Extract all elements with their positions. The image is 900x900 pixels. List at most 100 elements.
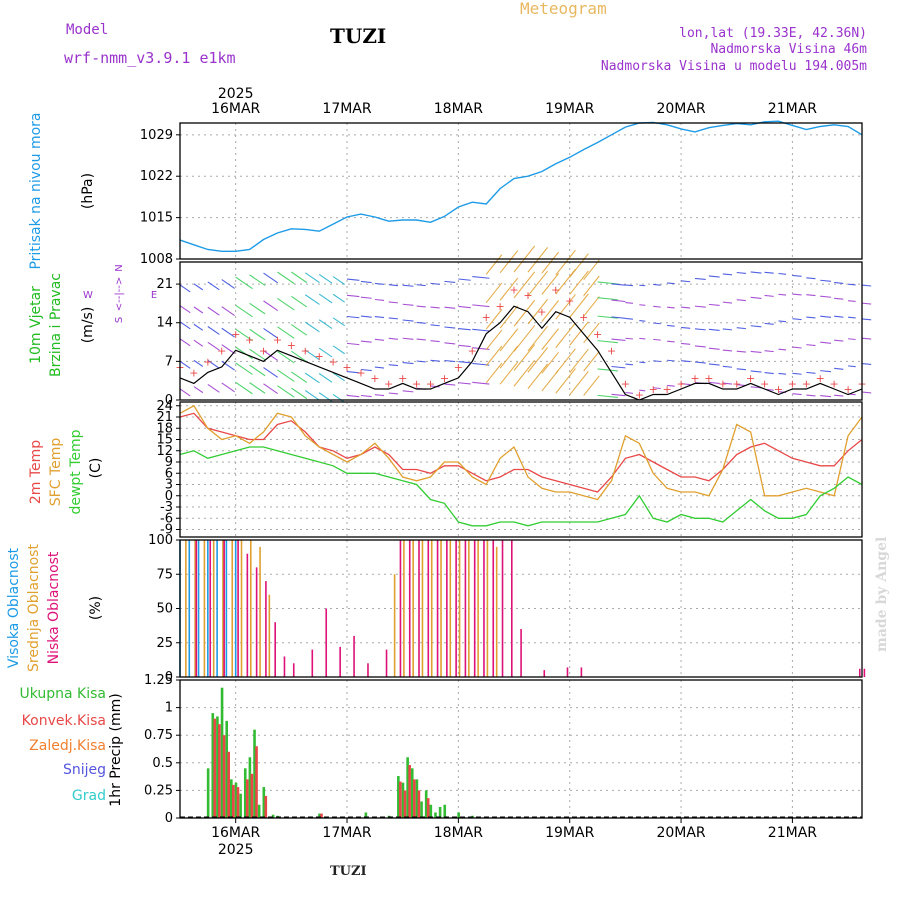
- wind-arrow: [722, 365, 733, 368]
- y-tick-label: 1.25: [144, 673, 173, 688]
- wind-arrow: [611, 393, 626, 397]
- wind-arrow: [193, 306, 204, 314]
- precip-ylabel: 1hr Precip (mm): [108, 693, 124, 806]
- wind-arrow: [722, 382, 733, 385]
- wind-arrow: [861, 318, 872, 321]
- precip-bar: [234, 782, 238, 818]
- wind-arrow: [444, 383, 456, 386]
- wind-arrow: [834, 297, 844, 300]
- wind-arrow: [207, 281, 220, 291]
- precip-bar: [412, 779, 416, 818]
- cloud-ylabel: (%): [88, 596, 104, 620]
- precip-bar: [271, 814, 275, 818]
- panel-frame-pressure: [179, 122, 863, 260]
- wind-arrow: [694, 277, 706, 281]
- wind-gust-mark: +: [551, 284, 560, 297]
- temp-line-0: [179, 412, 863, 493]
- wind-arrow: [499, 305, 519, 329]
- precip-bar: [227, 751, 230, 818]
- wind-arrow: [235, 381, 253, 395]
- y-tick-label: 1029: [140, 128, 173, 143]
- wind-arrow: [722, 328, 733, 331]
- wind-arrow: [555, 368, 576, 394]
- wind-arrow: [667, 340, 675, 343]
- precip-legend-1: Konvek.Kisa: [22, 713, 106, 729]
- precip-bar: [417, 790, 421, 818]
- wind-arrow: [806, 316, 816, 319]
- x-tick-label-bottom: 16MAR: [211, 825, 260, 841]
- wind-gust-mark: +: [398, 372, 407, 385]
- temp-dewpt-label: dewpt Temp: [68, 429, 84, 514]
- wind-arrow: [374, 366, 385, 369]
- wind-arrow: [541, 300, 559, 322]
- year-label-top: 2025: [218, 86, 254, 102]
- wind-arrow: [360, 296, 372, 299]
- wind-arrow: [235, 362, 253, 375]
- wind-arrow: [834, 367, 844, 370]
- x-tick-label-top: 17MAR: [322, 101, 371, 117]
- panel-frame-wind: [179, 261, 863, 401]
- wind-arrow: [541, 273, 559, 295]
- wind-arrow: [277, 326, 295, 339]
- precip-bar: [206, 768, 210, 818]
- wind-arrow: [332, 293, 345, 303]
- precip-legend-3: Snijeg: [63, 762, 106, 778]
- wind-arrow: [625, 337, 634, 340]
- precip-bar: [429, 804, 433, 818]
- wind-arrow: [458, 382, 471, 385]
- wind-arrow: [249, 328, 266, 341]
- wind-arrow: [792, 372, 802, 375]
- wind-arrow: [221, 306, 235, 316]
- wind-gust-mark: +: [676, 377, 685, 390]
- pressure-line: [179, 120, 863, 253]
- precip-bar: [239, 793, 242, 818]
- y-tick-label: 6: [165, 466, 173, 481]
- wind-arrow: [611, 365, 626, 369]
- wind-arrow: [249, 382, 266, 394]
- wind-gust-mark: +: [565, 295, 574, 308]
- wind-arrow: [207, 383, 220, 393]
- wind-arrow: [792, 346, 802, 349]
- x-tick-label-top: 20MAR: [656, 101, 705, 117]
- wind-arrow: [360, 315, 372, 318]
- wind-arrow: [792, 274, 802, 277]
- wind-arrow: [834, 281, 844, 284]
- wind-arrow: [374, 394, 385, 397]
- y-tick-label: 21: [156, 410, 173, 425]
- wind-subtitle: Brzina i Pravac: [48, 273, 64, 377]
- wind-arrow: [346, 342, 360, 346]
- wind-arrow: [820, 295, 832, 298]
- year-label-bottom: 2025: [218, 842, 254, 858]
- wind-arrow: [291, 324, 308, 336]
- wind-arrow: [263, 327, 279, 339]
- precip-bar: [434, 812, 437, 818]
- y-tick-label: 0.5: [152, 756, 173, 771]
- wind-arrow: [861, 337, 872, 340]
- wind-arrow: [694, 328, 706, 331]
- wind-arrow: [207, 359, 220, 369]
- wind-gust-mark: +: [843, 383, 852, 396]
- wind-title: 10m Vjetar: [28, 286, 44, 364]
- wind-gust-mark: +: [509, 284, 518, 297]
- wind-arrow: [736, 271, 746, 274]
- pressure-panel: [179, 120, 863, 253]
- wind-arrow: [318, 273, 333, 284]
- wind-arrow: [263, 383, 279, 394]
- wind-gust-mark: +: [342, 361, 351, 374]
- wind-arrow: [639, 389, 646, 392]
- wind-arrow: [430, 359, 440, 362]
- wind-arrow: [820, 279, 832, 282]
- wind-arrow: [318, 347, 333, 358]
- x-tick-label-bottom: 17MAR: [322, 825, 371, 841]
- wind-arrow: [249, 364, 266, 377]
- y-tick-label: 21: [156, 277, 173, 292]
- wind-arrow: [291, 387, 308, 400]
- y-tick-label: 0: [165, 670, 173, 685]
- wind-arrow: [597, 297, 618, 301]
- wind-arrow: [291, 371, 308, 383]
- wind-arrow: [179, 305, 191, 314]
- wind-arrow: [848, 338, 856, 341]
- wind-arrow: [806, 277, 816, 280]
- wind-arrow: [499, 361, 519, 385]
